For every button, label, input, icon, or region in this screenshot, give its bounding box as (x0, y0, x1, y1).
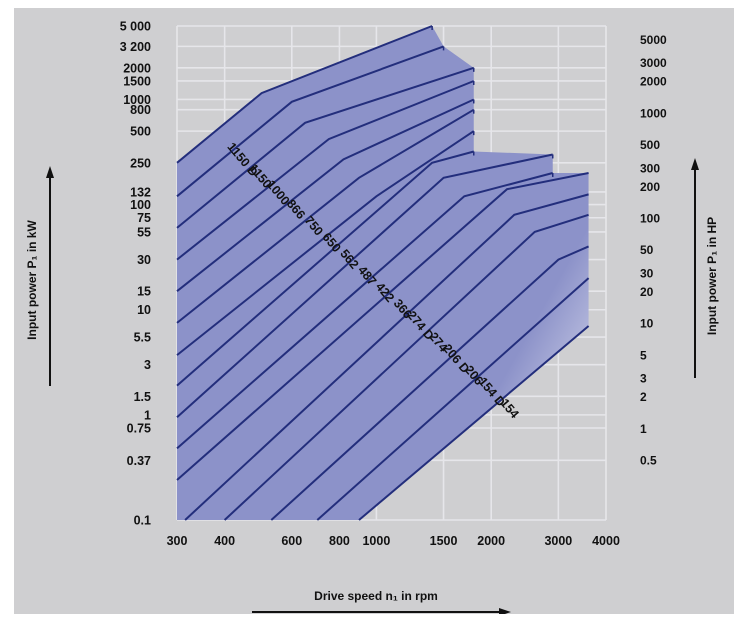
y-left-arrow-head (46, 166, 54, 178)
y-right-tick-14: 2000 (640, 75, 667, 89)
y-right-tick-2: 2 (640, 390, 647, 404)
y-right-tick-16: 5000 (640, 33, 667, 47)
x-tick-8: 4000 (592, 534, 620, 548)
y-left-tick-15: 500 (130, 125, 151, 139)
y-right-tick-3: 3 (640, 372, 647, 386)
y-left-tick-10: 55 (137, 225, 151, 239)
y-left-tick-14: 250 (130, 156, 151, 170)
y-left-tick-21: 5 000 (120, 20, 151, 34)
series-line-562 (176, 130, 475, 356)
series-line-274-d (176, 172, 589, 481)
y-left-tick-2: 0.75 (127, 422, 151, 436)
series-line-206 (270, 245, 590, 521)
y-right-tick-7: 30 (640, 266, 654, 280)
y-left-tick-0: 0.1 (134, 514, 151, 528)
series-line-154-d (316, 277, 590, 521)
x-tick-2: 600 (281, 534, 302, 548)
y-left-tick-16: 800 (130, 103, 151, 117)
y-right-tick-8: 50 (640, 243, 654, 257)
series-line-1150-d (176, 25, 433, 164)
y-right-tick-6: 20 (640, 285, 654, 299)
y-right-tick-1: 1 (640, 422, 647, 436)
series-line-1150 (176, 45, 444, 198)
y-axis-left-label: Input power P₁ in kW (25, 220, 39, 340)
y-left-tick-17: 1000 (123, 93, 151, 107)
y-right-tick-4: 5 (640, 348, 647, 362)
y-left-tick-1: 0.37 (127, 454, 151, 468)
x-axis-ticks: 300 400 600 800 1000 1500 2000 3000 4000 (167, 534, 620, 548)
y-right-tick-15: 3000 (640, 56, 667, 70)
series-line-422 (176, 153, 553, 418)
y-left-tick-6: 5.5 (134, 331, 151, 345)
envelope-fade (177, 26, 589, 520)
x-tick-6: 2000 (477, 534, 505, 548)
y-right-tick-5: 10 (640, 317, 654, 331)
axis-arrows (46, 158, 699, 614)
chart-frame: 1150 D 1150 1000 866 750 650 562 487 422 366 274 D… (14, 8, 734, 614)
x-tick-4: 1000 (362, 534, 390, 548)
y-left-tick-7: 10 (137, 303, 151, 317)
y-left-tick-12: 100 (130, 198, 151, 212)
y-left-tick-3: 1 (144, 408, 151, 422)
series-lines (176, 25, 590, 521)
x-arrow-head (499, 608, 511, 614)
y-left-tick-19: 2000 (123, 61, 151, 75)
y-left-tick-4: 1.5 (134, 390, 151, 404)
envelope-area (177, 26, 589, 520)
y-left-tick-18: 1500 (123, 74, 151, 88)
series-line-1000 (176, 66, 475, 229)
series-line-750 (176, 98, 475, 292)
y-right-arrow-head (691, 158, 699, 170)
y-axis-right-ticks: 0.5 1 2 3 5 10 20 30 50 100 200 300 500 1000 2000 3000 5… (640, 33, 667, 468)
series-line-154 (358, 325, 590, 521)
x-tick-3: 800 (329, 534, 350, 548)
series-line-866 (176, 80, 475, 261)
y-left-tick-11: 75 (137, 211, 151, 225)
y-left-tick-13: 132 (130, 185, 151, 199)
y-left-tick-20: 3 200 (120, 40, 151, 54)
y-right-tick-10: 200 (640, 180, 660, 194)
x-tick-5: 1500 (430, 534, 458, 548)
x-tick-0: 300 (167, 534, 188, 548)
series-line-650 (176, 108, 475, 324)
y-left-tick-5: 3 (144, 358, 151, 372)
x-tick-1: 400 (214, 534, 235, 548)
series-line-366 (176, 172, 553, 450)
series-line-487 (176, 150, 475, 387)
series-line-206-d (223, 213, 589, 521)
y-right-tick-12: 500 (640, 138, 660, 152)
series-line-274 (184, 193, 589, 521)
y-left-tick-9: 30 (137, 253, 151, 267)
y-left-tick-8: 15 (137, 285, 151, 299)
x-tick-7: 3000 (544, 534, 572, 548)
y-right-tick-13: 1000 (640, 106, 667, 120)
y-right-tick-0: 0.5 (640, 453, 657, 467)
y-axis-right-label: Input power P₁ in HP (705, 217, 719, 335)
x-axis-label: Drive speed n₁ in rpm (314, 589, 438, 603)
y-right-tick-11: 300 (640, 161, 660, 175)
y-right-tick-9: 100 (640, 212, 660, 226)
